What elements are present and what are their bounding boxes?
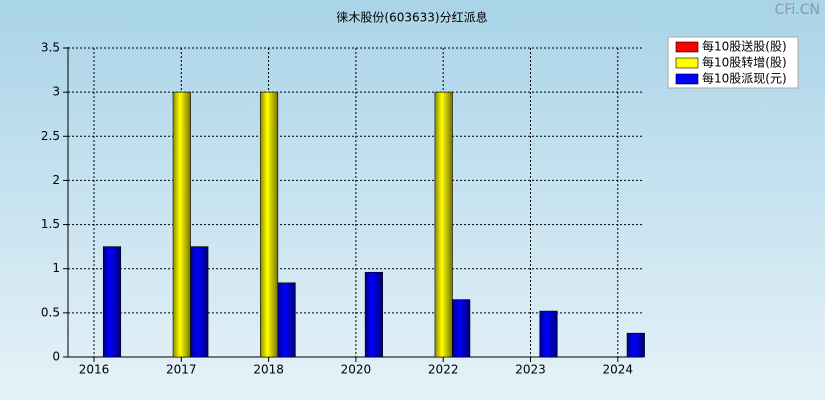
bar-shade xyxy=(277,282,296,357)
legend-swatch xyxy=(675,41,699,53)
x-tick-label: 2024 xyxy=(603,363,634,377)
y-tick-label: 3 xyxy=(52,85,60,99)
y-tick-label: 0 xyxy=(52,350,60,364)
legend-swatch xyxy=(675,73,699,85)
bar-shade xyxy=(190,246,209,357)
y-tick-label: 2 xyxy=(52,173,60,187)
bar-shade xyxy=(173,92,191,358)
legend-label: 每10股派现(元) xyxy=(702,71,787,86)
x-tick-label: 2020 xyxy=(341,363,372,377)
legend-swatch xyxy=(675,57,699,69)
watermark: CFi.CN xyxy=(775,2,820,18)
x-tick-label: 2022 xyxy=(428,363,459,377)
bar-shade xyxy=(539,311,558,357)
x-tick-label: 2023 xyxy=(515,363,546,377)
bar-shade xyxy=(260,92,278,358)
y-tick-label: 0.5 xyxy=(41,305,60,319)
y-tick-label: 2.5 xyxy=(41,129,60,143)
x-tick-label: 2017 xyxy=(166,363,197,377)
bar-shade xyxy=(103,246,121,357)
x-tick-label: 2016 xyxy=(79,363,110,377)
chart-title: 徕木股份(603633)分红派息 xyxy=(336,10,487,25)
y-tick-label: 3.5 xyxy=(41,41,60,55)
bar-shade xyxy=(627,333,645,357)
bar-shade xyxy=(434,92,453,358)
bar-shade xyxy=(452,299,470,357)
y-tick-label: 1.5 xyxy=(41,217,60,231)
legend-label: 每10股送股(股) xyxy=(702,39,787,54)
x-tick-label: 2018 xyxy=(253,363,284,377)
legend-label: 每10股转增(股) xyxy=(702,55,787,70)
bar-shade xyxy=(365,272,383,357)
y-tick-label: 1 xyxy=(52,261,60,275)
